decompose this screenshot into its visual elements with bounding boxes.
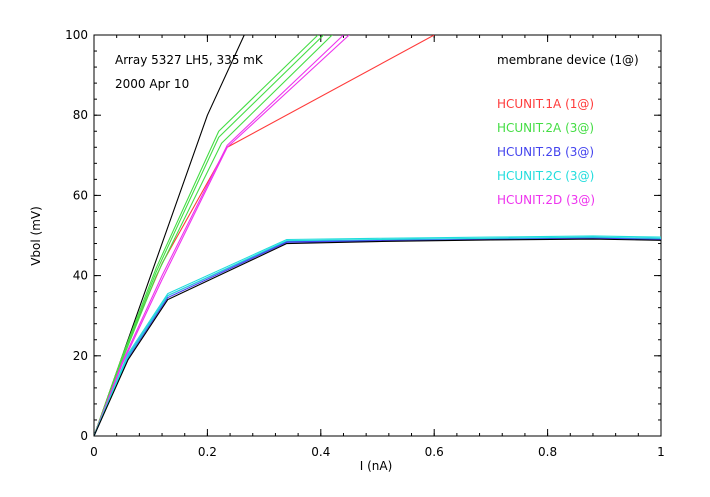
- y-tick-label: 80: [73, 108, 88, 122]
- legend-entry: HCUNIT.2C (3@): [497, 169, 594, 183]
- x-axis-label: I (nA): [360, 459, 393, 473]
- x-tick-label: 0.2: [198, 445, 217, 459]
- series-line-11: [94, 236, 661, 436]
- x-tick-label: 0.8: [538, 445, 557, 459]
- series-line-4: [94, 35, 325, 436]
- annotation-date: 2000 Apr 10: [115, 77, 189, 91]
- y-tick-label: 0: [80, 429, 88, 443]
- legend-entry: HCUNIT.2A (3@): [497, 121, 594, 135]
- series-line-9: [94, 237, 661, 436]
- plot-axes: 0 0.2 0.4 0.6 0.8 1 0 20 40 60 80 100: [65, 28, 665, 459]
- series-line-6: [94, 35, 350, 436]
- series-layer: [94, 35, 661, 436]
- y-axis-label: Vbol (mV): [29, 206, 43, 266]
- legend-entry: HCUNIT.1A (1@): [497, 97, 594, 111]
- y-tick-label: 20: [73, 349, 88, 363]
- series-line-7: [94, 35, 344, 436]
- series-line-2: [94, 35, 435, 436]
- series-line-8: [94, 236, 661, 436]
- x-tick-label: 0: [90, 445, 98, 459]
- plot-frame: [93, 34, 662, 437]
- annotation-array: Array 5327 LH5, 335 mK: [115, 53, 264, 67]
- legend-entry: HCUNIT.2B (3@): [497, 145, 594, 159]
- annotations: Array 5327 LH5, 335 mK 2000 Apr 10 membr…: [115, 53, 639, 91]
- legend: HCUNIT.1A (1@) HCUNIT.2A (3@) HCUNIT.2B (3…: [497, 97, 595, 207]
- y-tick-label: 40: [73, 269, 88, 283]
- legend-entry: HCUNIT.2D (3@): [497, 193, 595, 207]
- annotation-device: membrane device (1@): [497, 53, 639, 67]
- x-tick-label: 1: [657, 445, 665, 459]
- y-tick-label: 100: [65, 28, 88, 42]
- series-line-10: [94, 235, 661, 436]
- x-tick-label: 0.6: [425, 445, 444, 459]
- series-line-5: [94, 35, 333, 436]
- y-tick-label: 60: [73, 188, 88, 202]
- x-tick-label: 0.4: [311, 445, 330, 459]
- series-line-12: [94, 238, 661, 436]
